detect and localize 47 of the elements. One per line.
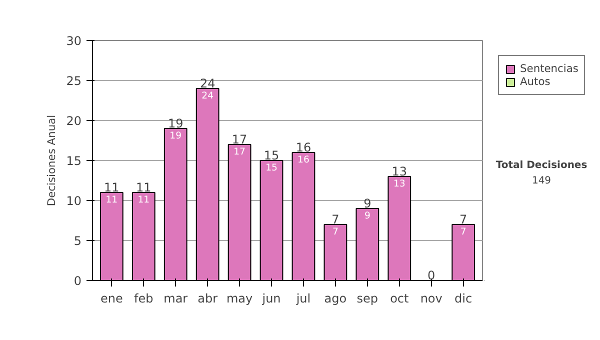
data-label: 15 bbox=[266, 162, 278, 174]
y-tick-label: 20 bbox=[66, 114, 82, 128]
data-label: 9 bbox=[364, 210, 370, 222]
data-label: 13 bbox=[393, 178, 406, 190]
total-label: 17 bbox=[232, 132, 248, 146]
x-tick-label: sep bbox=[356, 292, 378, 306]
y-tick-label: 0 bbox=[74, 274, 82, 288]
x-tick-label: jun bbox=[261, 292, 281, 306]
text: 149 bbox=[532, 176, 552, 187]
y-axis-title: Decisiones Anual bbox=[45, 114, 58, 206]
x-tick-label: dic bbox=[454, 292, 472, 306]
x-tick-label: feb bbox=[134, 292, 154, 306]
x-tick-label: abr bbox=[198, 292, 218, 306]
total-label: 19 bbox=[168, 116, 184, 130]
total-label: 16 bbox=[296, 140, 312, 154]
y-tick-label: 30 bbox=[66, 34, 82, 48]
x-tick-label: ene bbox=[100, 292, 123, 306]
y-tick-label: 5 bbox=[74, 234, 82, 248]
y-tick-label: 25 bbox=[66, 74, 82, 88]
total-label: 15 bbox=[264, 148, 280, 162]
y-tick-label: 10 bbox=[66, 194, 82, 208]
x-tick-label: ago bbox=[324, 292, 347, 306]
data-label: 19 bbox=[170, 130, 182, 142]
total-label: 0 bbox=[428, 268, 436, 282]
x-tick-label: jul bbox=[295, 292, 311, 306]
legend-label: Sentencias bbox=[520, 62, 578, 75]
text: Total Decisiones bbox=[496, 160, 588, 171]
total-label: 11 bbox=[136, 180, 152, 194]
x-tick-label: nov bbox=[420, 292, 442, 306]
legend-label: Autos bbox=[520, 75, 550, 88]
total-label: 9 bbox=[364, 196, 372, 210]
total-label: 13 bbox=[392, 164, 408, 178]
total-label: 7 bbox=[460, 212, 468, 226]
data-label: 17 bbox=[234, 146, 246, 158]
total-label: 11 bbox=[104, 180, 120, 194]
total-label: 7 bbox=[332, 212, 340, 226]
data-label: 24 bbox=[202, 90, 214, 102]
total-label: 24 bbox=[200, 76, 216, 90]
data-label: 16 bbox=[298, 154, 310, 166]
data-label: 11 bbox=[106, 194, 118, 206]
x-tick-label: may bbox=[226, 292, 253, 306]
data-label: 7 bbox=[332, 226, 338, 238]
data-label: 11 bbox=[138, 194, 150, 206]
data-label: 7 bbox=[460, 226, 466, 238]
x-tick-label: mar bbox=[164, 292, 188, 306]
y-tick-label: 15 bbox=[66, 154, 82, 168]
x-tick-label: oct bbox=[390, 292, 409, 306]
